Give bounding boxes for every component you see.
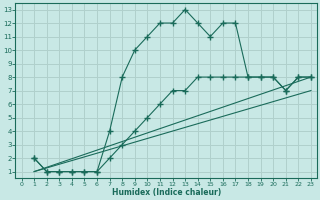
X-axis label: Humidex (Indice chaleur): Humidex (Indice chaleur) [112, 188, 221, 197]
